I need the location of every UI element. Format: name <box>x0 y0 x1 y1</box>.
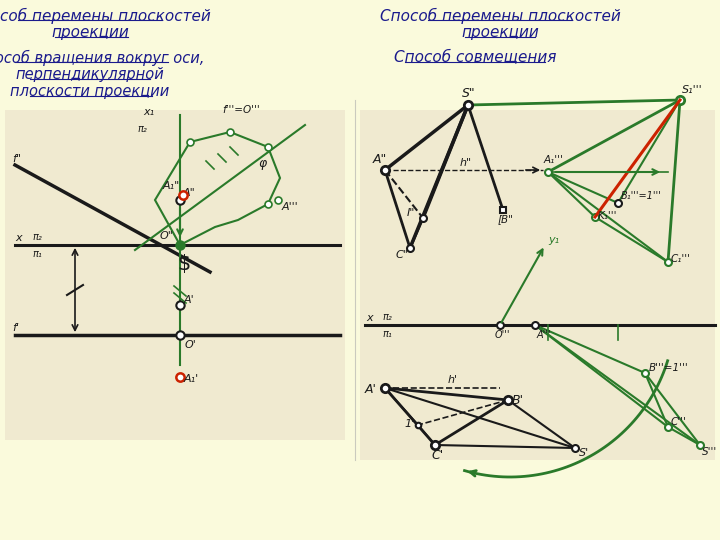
Text: A₁': A₁' <box>184 374 199 384</box>
Text: f': f' <box>12 323 19 333</box>
Text: A": A" <box>183 188 196 198</box>
Text: A₁''': A₁''' <box>544 155 564 165</box>
Text: A': A' <box>365 383 377 396</box>
Text: [B": [B" <box>498 214 514 224</box>
Text: S": S" <box>462 87 476 100</box>
Text: C₁''': C₁''' <box>671 254 691 264</box>
Text: O": O" <box>160 231 174 241</box>
FancyBboxPatch shape <box>5 110 345 440</box>
Text: A₁": A₁" <box>163 181 180 191</box>
Text: A": A" <box>373 153 387 166</box>
Text: $: $ <box>177 254 191 274</box>
Text: x: x <box>15 233 22 243</box>
Text: Способ вращения вокруг оси,: Способ вращения вокруг оси, <box>0 50 204 66</box>
Text: перпендикулярной: перпендикулярной <box>16 67 164 82</box>
Text: x: x <box>366 313 373 323</box>
Text: π₁: π₁ <box>382 329 392 339</box>
Text: проекции: проекции <box>51 25 129 40</box>
Text: y₁: y₁ <box>548 235 559 245</box>
Text: f'''=O''': f'''=O''' <box>222 105 260 115</box>
Text: x₁: x₁ <box>143 107 154 117</box>
Text: 1': 1' <box>404 419 414 429</box>
Text: Способ совмещения: Способ совмещения <box>394 50 556 65</box>
Text: O': O' <box>185 340 197 350</box>
Text: B₁'''=1''': B₁'''=1''' <box>621 191 662 201</box>
Text: C": C" <box>396 250 409 260</box>
Text: B': B' <box>512 394 524 407</box>
Text: φ: φ <box>258 157 266 170</box>
FancyBboxPatch shape <box>360 110 715 460</box>
Text: π₂: π₂ <box>137 124 147 134</box>
Text: B'''=1''': B'''=1''' <box>649 363 689 373</box>
Text: S': S' <box>579 448 589 458</box>
Text: h': h' <box>448 375 458 385</box>
Text: Способ перемены плоскостей: Способ перемены плоскостей <box>379 8 621 24</box>
Text: K₁''': K₁''' <box>598 211 618 221</box>
Text: π₂: π₂ <box>32 232 42 242</box>
Text: проекции: проекции <box>461 25 539 40</box>
Text: C': C' <box>431 449 443 462</box>
Text: O''': O''' <box>495 330 510 340</box>
Text: плоскости проекции: плоскости проекции <box>10 84 170 99</box>
Text: Способ перемены плоскостей: Способ перемены плоскостей <box>0 8 210 24</box>
Text: C''': C''' <box>671 417 687 427</box>
Text: A''': A''' <box>282 202 299 212</box>
Text: f": f" <box>12 154 21 164</box>
Text: I": I" <box>407 208 415 218</box>
Text: π₁: π₁ <box>32 249 42 259</box>
Text: S₁''': S₁''' <box>682 85 703 95</box>
Text: h": h" <box>460 158 472 168</box>
Text: π₂: π₂ <box>382 312 392 322</box>
Text: S''': S''' <box>702 447 717 457</box>
Text: A': A' <box>184 295 194 305</box>
Text: A''': A''' <box>537 330 552 340</box>
